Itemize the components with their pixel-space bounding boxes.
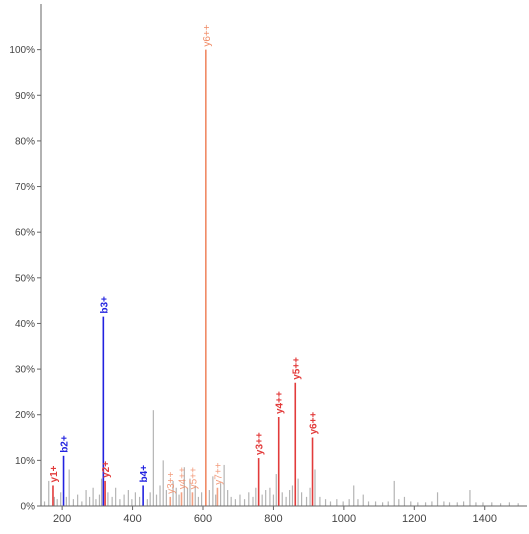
x-tick-label: 600 (194, 513, 212, 525)
peak-label: y4++ (178, 467, 189, 489)
y-tick-label: 50% (15, 273, 35, 284)
x-tick-label: 1200 (402, 513, 426, 525)
y-tick-label: 60% (15, 228, 35, 239)
peak-label: y7++ (213, 462, 224, 484)
x-tick-label: 800 (264, 513, 282, 525)
annotated-peaks (52, 49, 314, 506)
y-tick-label: 100% (9, 45, 35, 56)
peak-label: y2+ (101, 461, 112, 478)
axes: 0% 10% 20% 30% 40% 50% 60% 70% 80% 90% 100% 200 400 6… (9, 4, 527, 525)
background-peaks (43, 410, 519, 506)
peak-label: b4+ (139, 465, 150, 483)
peak-label: y6++ (309, 412, 320, 435)
x-tick-label: 1000 (332, 513, 356, 525)
y-tick-label: 90% (15, 91, 35, 102)
peak-label: y3++ (166, 471, 177, 493)
x-tick-label: 1400 (472, 513, 496, 525)
peak-label: b2+ (60, 435, 71, 453)
peak-label: y5++ (291, 357, 302, 380)
x-tick-label: 200 (53, 513, 71, 525)
peak-label: y6++ (202, 24, 213, 46)
y-tick-label: 70% (15, 182, 35, 193)
peak-label: b3+ (99, 296, 110, 314)
y-tick-label: 40% (15, 319, 35, 330)
x-tick-label: 400 (123, 513, 141, 525)
peak-label: y5++ (188, 467, 199, 489)
peak-label: y4++ (275, 391, 286, 414)
peak-label: y3++ (255, 432, 266, 455)
y-tick-label: 30% (15, 365, 35, 376)
y-tick-label: 80% (15, 136, 35, 147)
y-tick-label: 20% (15, 410, 35, 421)
peak-labels: y1+b2+b3+y2+ b4+ y3++ y4++ y5++y6++y7++y3++y… (49, 24, 320, 494)
y-tick-label: 10% (15, 456, 35, 467)
y-tick-label: 0% (21, 502, 36, 513)
peak-label: y1+ (49, 465, 60, 482)
